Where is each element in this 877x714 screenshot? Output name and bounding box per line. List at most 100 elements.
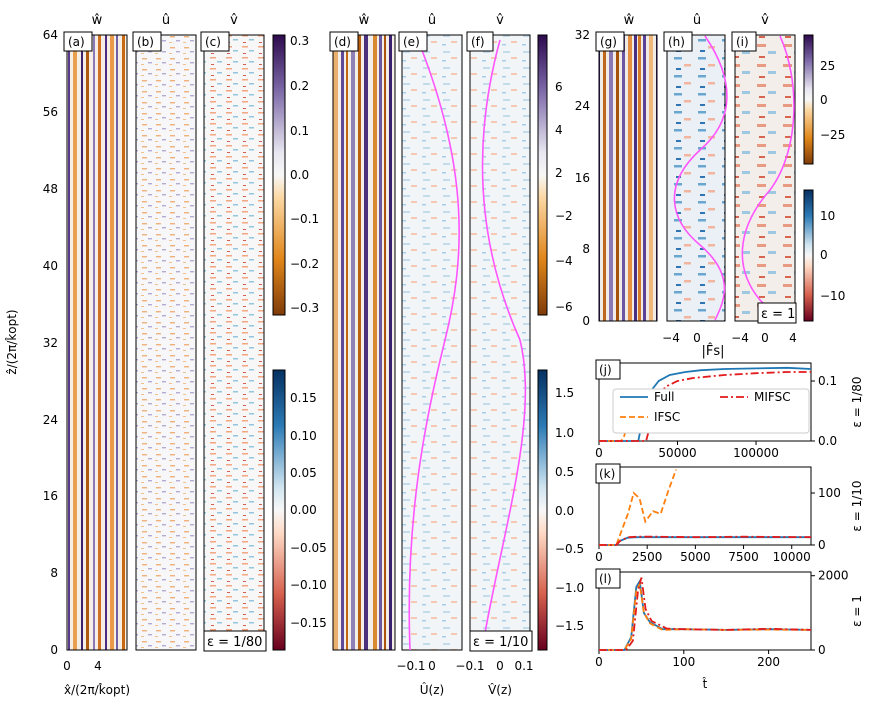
eps-box-3: ε = 1 — [761, 307, 795, 322]
legend-label: Full — [654, 390, 675, 404]
ytick-label: 0 — [818, 643, 826, 657]
xtick-label: 0 — [595, 550, 603, 564]
cb1-t1: 0.2 — [290, 79, 309, 93]
chart-label-box — [595, 359, 621, 380]
title-d: ŵ — [359, 13, 370, 28]
heatmap-c — [203, 34, 265, 651]
label-e: (e) — [403, 35, 420, 49]
ytick-label: 0.0 — [818, 434, 837, 448]
xtick-label: 50000 — [658, 446, 696, 460]
cb2-t5: −0.10 — [290, 578, 327, 592]
cb4-t4: −0.5 — [555, 542, 584, 556]
cb3-t1: 4 — [555, 123, 563, 137]
xtick-label: 10000 — [773, 550, 811, 564]
title-f: v̂ — [496, 13, 504, 28]
series-ifsc — [599, 469, 677, 546]
panel-label-boxes: (a) (b) (c) (d) (e) (f) (g) (h) (i) — [63, 31, 757, 52]
ytick-label: 2000 — [818, 569, 849, 583]
ytick-64: 64 — [43, 28, 58, 42]
ytick-g-0: 0 — [582, 314, 590, 328]
xtick-label: 7500 — [728, 550, 759, 564]
cb4-t2: 0.5 — [555, 465, 574, 479]
ylabel-0: ε = 1/80 — [850, 376, 864, 427]
xtick-e-1: −0.1 — [396, 659, 425, 673]
xtick-i-1: −4 — [731, 331, 749, 345]
colorbars: 0.3 0.2 0.1 0.0 −0.1 −0.2 −0.3 0.15 0.10… — [272, 34, 845, 651]
ylabel-1: ε = 1/10 — [850, 480, 864, 531]
xtick-label: 2500 — [632, 550, 663, 564]
cb3-t0: 6 — [555, 80, 563, 94]
colorbar-6 — [803, 189, 814, 322]
heatmap-a — [66, 34, 128, 651]
legend: Full IFSC MIFSC — [612, 388, 810, 434]
xtick-label: 100000 — [733, 446, 779, 460]
label-d: (d) — [334, 35, 351, 49]
xlabel-f: V̂(z) — [488, 683, 512, 697]
cb1-t5: −0.2 — [290, 257, 319, 271]
chart-panel-label: (l) — [599, 572, 612, 586]
xtick-e-2: 0 — [428, 659, 436, 673]
cb3-t4: −2 — [555, 209, 573, 223]
label-f: (f) — [471, 35, 485, 49]
cb3-t6: −6 — [555, 300, 573, 314]
xtick-label: 100 — [672, 655, 695, 669]
chart-1: 0 2500 5000 7500 10000 0 100 ε = 1/10 (k) — [595, 463, 864, 564]
xtick-i-2: 0 — [761, 331, 769, 345]
profile-V-f — [481, 39, 527, 651]
right-axis-g: 0 8 16 24 32 — [575, 28, 590, 328]
cb6-t2: −10 — [820, 289, 845, 303]
xtick-label: 5000 — [680, 550, 711, 564]
cb2-t4: −0.05 — [290, 541, 327, 555]
title-i: v̂ — [761, 13, 769, 28]
title-c: v̂ — [230, 13, 238, 28]
series-mifsc — [599, 577, 812, 651]
label-h: (h) — [668, 35, 685, 49]
chart-xlabel: t̂ — [702, 677, 707, 691]
epsilon-boxes: ε = 1/80 ε = 1/10 ε = 1 — [203, 302, 797, 652]
xtick-h-1: −4 — [662, 331, 680, 345]
cb4-t6: −1.5 — [555, 619, 584, 633]
xtick-i-3: 4 — [789, 331, 797, 345]
cb2-t6: −0.15 — [290, 616, 327, 630]
cb1-t4: −0.1 — [290, 212, 319, 226]
chart-label-box — [595, 463, 621, 484]
title-h: û — [693, 13, 701, 28]
cb5-t2: −25 — [820, 128, 845, 142]
label-b: (b) — [137, 35, 154, 49]
xtick-label: 0 — [595, 655, 603, 669]
cb2-t2: 0.05 — [290, 466, 317, 480]
colorbar-2 — [272, 369, 286, 651]
label-i: (i) — [736, 35, 749, 49]
colorbar-3 — [537, 34, 548, 316]
cb6-t1: 0 — [820, 248, 828, 262]
ytick-8: 8 — [50, 566, 58, 580]
profile-U-h — [673, 35, 728, 321]
ytick-48: 48 — [43, 182, 58, 196]
colorbar-4 — [537, 369, 548, 651]
chart-panel-label: (j) — [599, 363, 612, 377]
label-c: (c) — [205, 35, 221, 49]
label-a: (a) — [68, 35, 85, 49]
profile-axis-mid: −0.1 0 −0.1 0 0.1 Û(z) V̂(z) — [396, 659, 533, 697]
cb4-t0: 1.5 — [555, 386, 574, 400]
title-b: û — [162, 13, 170, 28]
heatmap-e — [401, 34, 463, 651]
title-g: ŵ — [624, 13, 635, 28]
ytick-label: 0 — [818, 538, 826, 552]
series-mifsc — [599, 371, 811, 442]
cb4-t1: 1.0 — [555, 426, 574, 440]
cb5-t0: 25 — [820, 59, 835, 73]
chart-title: |F̂s| — [701, 344, 724, 359]
ytick-label: 0.1 — [818, 374, 837, 388]
xtick-f-2: 0 — [496, 659, 504, 673]
chart-0: 0 50000 100000 0.0 0.1 ε = 1/80 (j) |F̂s| Full IF… — [595, 344, 864, 460]
xtick-4: 4 — [94, 659, 102, 673]
title-a: ŵ — [92, 13, 103, 28]
ytick-40: 40 — [43, 259, 58, 273]
cb4-t3: 0.0 — [555, 504, 574, 518]
ytick-g-32: 32 — [575, 28, 590, 42]
heatmap-d — [332, 34, 396, 651]
heatmap-h — [666, 34, 726, 322]
cb1-t3: 0.0 — [290, 168, 309, 182]
